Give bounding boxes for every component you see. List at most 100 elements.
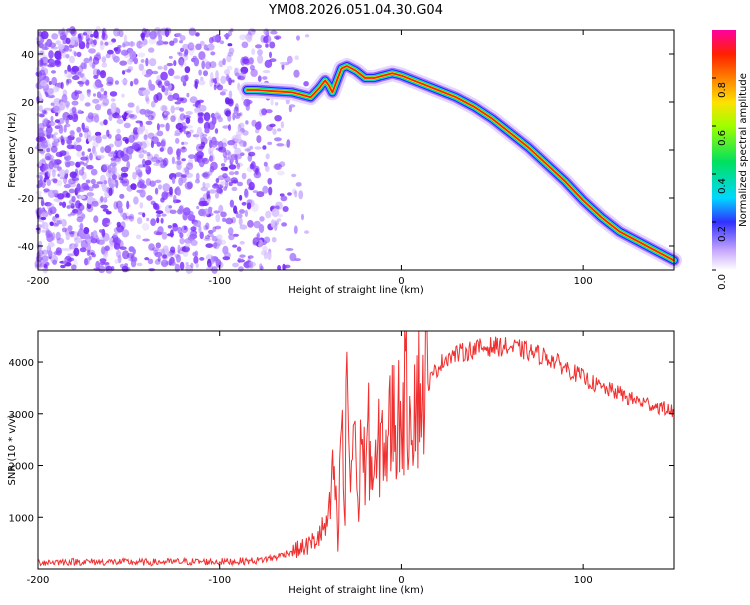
spectrogram-noise-cell [235, 158, 239, 165]
spectrogram-noise-cell [173, 75, 181, 80]
spectrogram-noise-cell [65, 192, 71, 198]
spectrogram-noise-cell [179, 113, 186, 121]
spectrogram-noise-cell [195, 131, 199, 141]
spectrogram-noise-cell [48, 121, 56, 127]
spectrogram-noise-cell [193, 255, 199, 264]
spectrogram-noise-cell [108, 183, 116, 188]
spectrogram-noise-cell [128, 134, 136, 143]
spectrogram-noise-cell [160, 217, 164, 224]
spectrogram-noise-cell [53, 251, 59, 256]
spectrogram-noise-cell [52, 259, 57, 265]
spectrogram-noise-cell [210, 255, 215, 265]
spectrogram-noise-cell [82, 232, 91, 240]
spectrogram-noise-cell [153, 249, 159, 255]
spectrogram-noise-cell [203, 208, 210, 216]
spectrogram-noise-cell [146, 195, 153, 201]
spectrogram-noise-cell [154, 259, 161, 265]
spectrogram-noise-cell [44, 261, 50, 267]
spectrogram-noise-cell [83, 62, 87, 70]
snr-ylabel: SNR (10 * v/v) [7, 414, 18, 485]
spectrogram-noise-cell [160, 104, 167, 112]
spectrogram-noise-cell [109, 240, 115, 247]
spectrogram-noise-cell [267, 141, 273, 145]
spectrogram-noise-cell [202, 182, 206, 188]
spectrogram-noise-cell [65, 117, 69, 125]
spectrogram-noise-cell [212, 183, 220, 189]
spectrogram-noise-cell [108, 187, 113, 196]
spectrogram-noise-cell [298, 190, 304, 200]
spectrogram-noise-cell [232, 112, 236, 121]
spectrogram-noise-cell [257, 49, 263, 56]
spectrogram-noise-cell [216, 234, 223, 241]
spectrogram-noise-cell [186, 131, 192, 138]
spectrogram-noise-cell [113, 27, 121, 37]
spectrogram-noise-cell [244, 188, 249, 197]
spectrogram-noise-cell [108, 237, 114, 242]
spectrogram-noise-cell [69, 231, 75, 238]
spectrogram-noise-cell [38, 208, 45, 217]
spectrogram-noise-cell [183, 61, 187, 66]
spectrogram-noise-cell [148, 37, 157, 45]
spectrogram-noise-cell [264, 37, 269, 43]
spectrogram-ytick-label: 40 [21, 50, 34, 61]
spectrogram-noise-cell [99, 229, 103, 233]
spectrogram-noise-cell [83, 57, 90, 64]
spectrogram-noise-cell [37, 249, 44, 257]
spectrogram-xtick-label: 100 [574, 276, 593, 287]
spectrogram-noise-cell [43, 177, 47, 183]
spectrogram-noise-cell [230, 156, 235, 163]
spectrogram-noise-cell [115, 133, 122, 142]
spectrogram-noise-cell [236, 112, 242, 117]
spectrogram-noise-cell [51, 232, 56, 241]
spectrogram-noise-cell [102, 97, 110, 106]
spectrogram-noise-cell [113, 227, 122, 234]
spectrogram-xtick-label: -200 [27, 276, 50, 287]
spectrogram-noise-cell [201, 172, 209, 178]
spectrogram-noise-cell [100, 87, 105, 92]
spectrogram-noise-cell [148, 79, 152, 89]
spectrogram-noise-cell [47, 250, 53, 257]
spectrogram-noise-cell [213, 82, 221, 88]
snr-frame [37, 330, 675, 570]
spectrogram-noise-cell [69, 55, 75, 64]
spectrogram-noise-cell [93, 75, 99, 79]
snr-ytick-label: 3000 [9, 410, 34, 421]
spectrogram-noise-cell [130, 80, 134, 87]
spectrogram-noise-cell [188, 154, 196, 160]
spectrogram-noise-cell [144, 257, 150, 261]
spectrogram-noise-cell [224, 69, 230, 76]
spectrogram-noise-cell [181, 121, 187, 131]
spectrogram-noise-cell [263, 236, 271, 244]
spectrogram-noise-cell [222, 173, 228, 179]
spectrogram-noise-cell [40, 56, 49, 65]
spectrogram-noise-cell [110, 157, 117, 161]
colorbar: 0.0 0.2 0.4 0.6 0.8 Normalized spectral ampl… [712, 30, 749, 290]
snr-xtick-label: -100 [208, 575, 231, 586]
spectrogram-noise-cell [161, 262, 167, 267]
spectrogram-noise-cell [253, 170, 262, 179]
spectrogram-noise-cell [215, 177, 220, 184]
spectrogram-noise-cell [56, 179, 63, 187]
spectrogram-noise-cell [232, 244, 238, 248]
spectrogram-noise-cell [73, 141, 78, 145]
spectrogram-noise-cell [184, 169, 190, 175]
spectrogram-noise-cell [105, 53, 111, 59]
spectrogram-noise-cell [209, 263, 213, 272]
spectrogram-noise-cell [162, 254, 168, 259]
spectrogram-noise-cell [107, 164, 112, 174]
spectrogram-noise-cell [205, 243, 214, 249]
spectrogram-noise-cell [194, 107, 200, 114]
spectrogram-noise-cell [40, 149, 45, 156]
spectrogram-noise-cell [50, 160, 57, 167]
spectrogram-noise-cell [43, 110, 48, 115]
spectrogram-noise-cell [147, 258, 154, 265]
spectrogram-noise-cell [89, 60, 93, 68]
spectrogram-noise-cell [200, 76, 204, 81]
spectrogram-noise-cell [154, 133, 159, 137]
spectrogram-noise-cell [222, 58, 226, 66]
spectrogram-noise-cell [187, 214, 196, 222]
spectrogram-noise-cell [107, 41, 114, 45]
spectrogram-noise-cell [158, 184, 162, 190]
spectrogram-noise-cell [48, 122, 56, 126]
spectrogram-noise-cell [205, 182, 211, 189]
